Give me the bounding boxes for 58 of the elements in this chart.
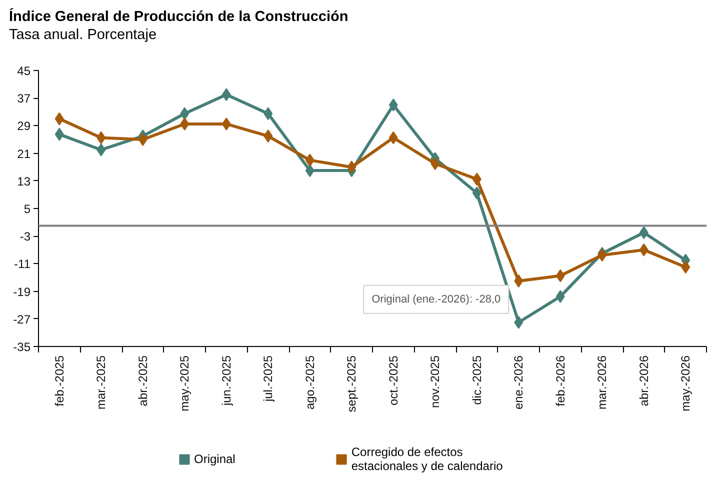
y-tick-label: 5 [24,202,31,216]
y-tick-label: -11 [14,257,31,272]
point [305,164,314,178]
point [222,88,231,102]
x-tick-label: mar.-2025 [94,355,108,410]
x-tick-label: abr.-2025 [136,355,150,406]
chart-title: Índice General de Producción de la Construcción [9,8,348,26]
x-tick-label: sept.-2025 [344,355,359,412]
point [681,260,690,274]
y-tick-label: 13 [17,174,31,188]
point [264,130,273,143]
point [264,107,273,120]
x-tick-label: jun.-2025 [219,355,234,407]
point [556,290,565,303]
point [54,112,64,126]
x-tick-label: may.-2026 [678,355,693,412]
x-tick-label: feb.-2025 [52,355,66,406]
point [514,316,524,329]
point [514,274,524,288]
point [96,131,106,144]
x-tick-label: ene.-2026 [512,355,526,410]
y-tick-label: -35 [13,340,31,354]
y-tick-label: -19 [13,284,31,299]
x-tick-label: mar.-2026 [595,355,610,410]
point [472,172,482,186]
legend-label: Corregido de efectos estacionales y de calendario [351,445,503,473]
point [388,131,398,144]
x-tick-label: dic.-2025 [470,355,484,405]
y-tick-label: 29 [17,119,31,134]
annotation: Original (ene.-2026): -28,0 [372,293,501,306]
x-tick-label: oct.-2025 [386,355,400,406]
y-tick-label: -27 [13,312,31,326]
x-tick-label: nov.-2025 [428,355,442,408]
y-tick-label: 45 [17,64,31,78]
point [305,154,314,167]
x-tick-label: may.-2025 [178,355,192,412]
x-tick-label: ago.-2025 [302,355,317,410]
point [180,117,190,130]
point [639,243,648,256]
x-tick-label: feb.-2026 [553,355,568,406]
point [96,143,106,156]
point [388,98,398,112]
y-tick-label: 37 [17,92,31,106]
point [222,117,231,130]
x-tick-label: abr.-2026 [636,355,651,406]
chart-subtitle: Tasa anual. Porcentaje [9,26,158,44]
point [472,186,482,200]
point [347,160,356,174]
point [556,269,565,282]
point [138,133,148,146]
legend-label: Original [194,452,236,466]
point [639,226,648,240]
x-tick-label: jul.-2025 [261,355,276,403]
y-tick-label: -3 [20,230,31,244]
y-tick-label: 21 [17,146,31,161]
point [430,157,440,170]
point [54,128,64,141]
point [180,107,190,120]
